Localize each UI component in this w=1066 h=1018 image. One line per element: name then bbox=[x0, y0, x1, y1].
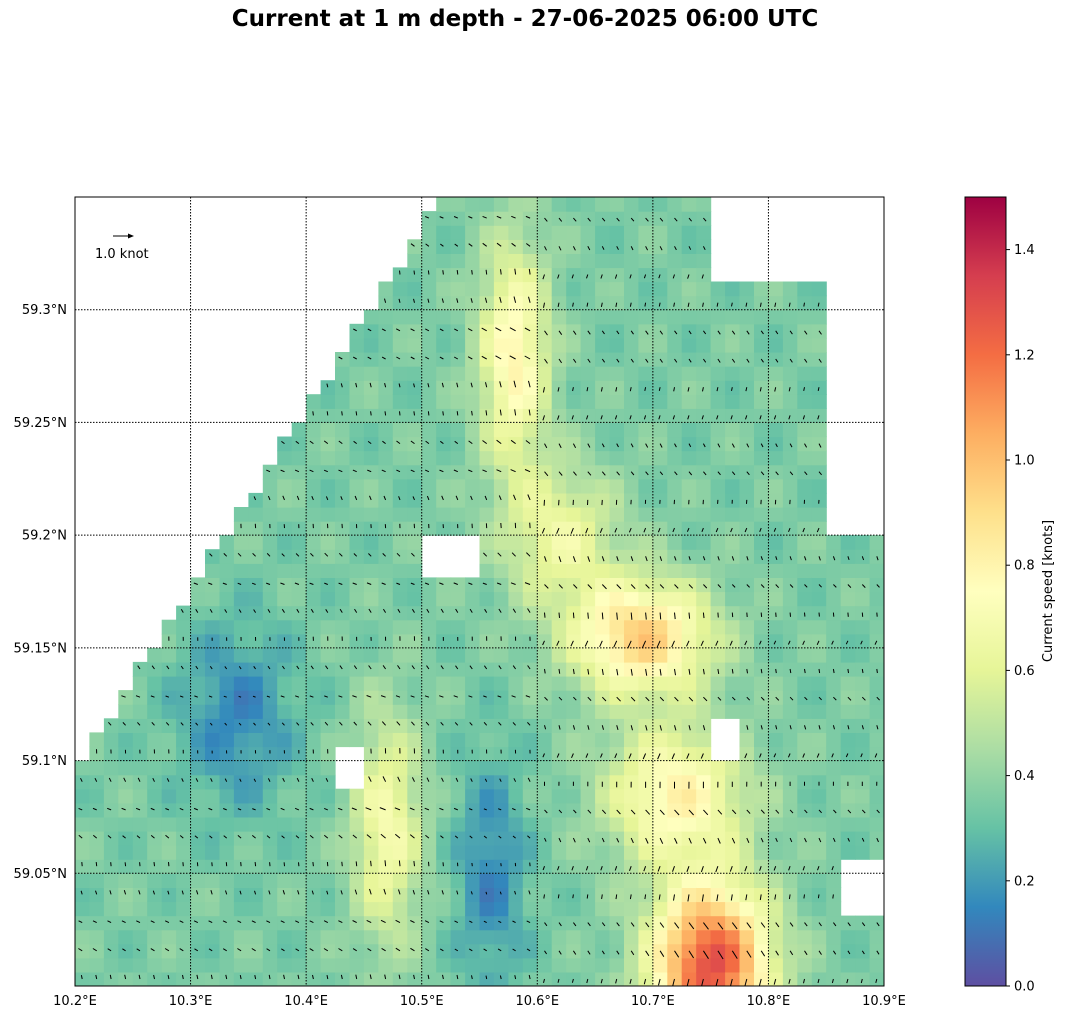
latitude-tick-label: 59.3°N bbox=[22, 303, 67, 318]
colorbar-tick-label: 1.2 bbox=[1014, 348, 1035, 363]
longitude-ticks: 10.2°E 10.3°E 10.4°E 10.5°E 10.6°E 10.7°E 10.8… bbox=[53, 994, 906, 1009]
latitude-ticks: 59.05°N 59.1°N 59.15°N 59.2°N 59.25°N 59.3°N bbox=[14, 303, 67, 882]
map-frame bbox=[74, 196, 885, 987]
map-title: Current at 1 m depth - 27-06-2025 06:00 … bbox=[231, 6, 819, 32]
latitude-tick-label: 59.25°N bbox=[14, 416, 67, 431]
colorbar-tick-label: 0.6 bbox=[1014, 664, 1035, 679]
quiver-key: 1.0 knot bbox=[95, 233, 149, 262]
colorbar-tick-label: 0.0 bbox=[1014, 980, 1035, 995]
longitude-tick-label: 10.9°E bbox=[862, 994, 906, 1009]
map-plot[interactable]: 10.2°E 10.3°E 10.4°E 10.5°E 10.6°E 10.7°E 10.8… bbox=[14, 196, 906, 1009]
longitude-tick-label: 10.3°E bbox=[169, 994, 213, 1009]
longitude-tick-label: 10.5°E bbox=[400, 994, 444, 1009]
latitude-tick-label: 59.05°N bbox=[14, 867, 67, 882]
latitude-tick-label: 59.15°N bbox=[14, 641, 67, 656]
arrow-icon bbox=[128, 233, 134, 239]
map-gridlines bbox=[75, 197, 884, 986]
colorbar-tick-label: 0.2 bbox=[1014, 874, 1035, 889]
colorbar-tick-label: 0.4 bbox=[1014, 769, 1035, 784]
quiver-key-label: 1.0 knot bbox=[95, 247, 149, 262]
longitude-tick-label: 10.8°E bbox=[747, 994, 791, 1009]
colorbar-tick-label: 0.8 bbox=[1014, 559, 1035, 574]
colorbar-tick-label: 1.4 bbox=[1014, 243, 1035, 258]
colorbar-label: Current speed [knots] bbox=[1041, 520, 1056, 662]
longitude-tick-label: 10.2°E bbox=[53, 994, 97, 1009]
colorbar-tick-label: 1.0 bbox=[1014, 454, 1035, 469]
colorbar-ticks: 0.0 0.2 0.4 0.6 0.8 1.0 1.2 1.4 bbox=[1006, 243, 1035, 995]
latitude-tick-label: 59.2°N bbox=[22, 529, 67, 544]
longitude-tick-label: 10.7°E bbox=[631, 994, 675, 1009]
colorbar: 0.0 0.2 0.4 0.6 0.8 1.0 1.2 1.4 Current speed [… bbox=[964, 196, 1056, 995]
latitude-tick-label: 59.1°N bbox=[22, 754, 67, 769]
longitude-tick-label: 10.4°E bbox=[284, 994, 328, 1009]
longitude-tick-label: 10.6°E bbox=[515, 994, 559, 1009]
current-vectors bbox=[78, 215, 880, 986]
colorbar-gradient bbox=[964, 196, 1007, 987]
